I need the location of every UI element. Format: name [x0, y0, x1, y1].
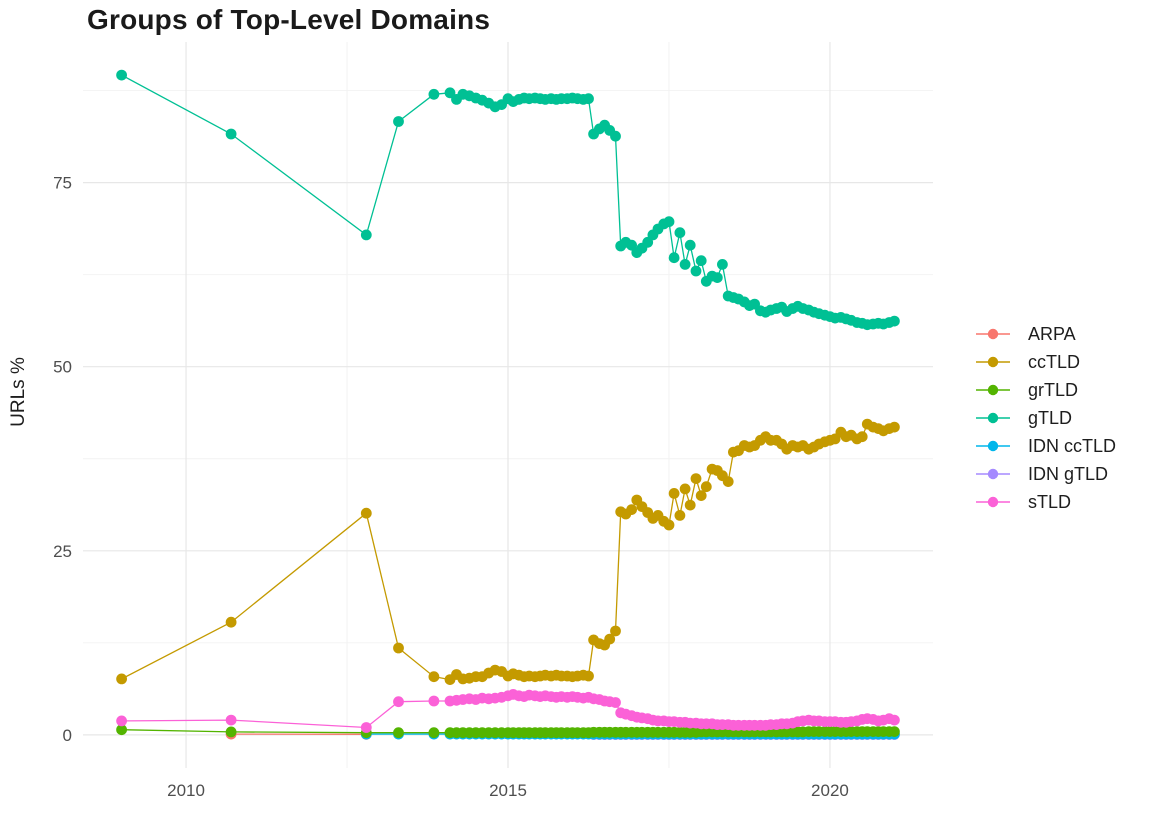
- legend-label-cctld: ccTLD: [1028, 351, 1081, 372]
- legend-label-stld: sTLD: [1028, 491, 1072, 512]
- data-point-stld: [360, 722, 372, 733]
- data-point-stld: [610, 697, 621, 708]
- legend-item-gtld: gTLD: [976, 404, 1116, 432]
- data-point-stld: [225, 714, 237, 726]
- x-tick-label: 2015: [489, 781, 527, 800]
- data-point-cctld: [674, 510, 686, 521]
- data-point-stld: [393, 696, 404, 708]
- legend-key-cctld: [976, 356, 1010, 368]
- data-point-gtld: [225, 128, 237, 140]
- legend-key-gtld: [976, 412, 1010, 424]
- legend-key-idn-gtld: [976, 468, 1010, 480]
- data-point-cctld: [856, 431, 868, 443]
- data-point-gtld: [695, 255, 707, 267]
- data-point-grtld: [393, 727, 404, 739]
- data-point-grtld: [889, 726, 900, 737]
- data-point-gtld: [583, 93, 594, 105]
- x-tick-label: 2020: [811, 781, 849, 800]
- data-point-grtld: [116, 724, 127, 736]
- data-point-cctld: [663, 519, 675, 531]
- data-point-gtld: [360, 229, 372, 241]
- data-point-cctld: [604, 633, 616, 645]
- y-tick-label: 50: [53, 358, 72, 377]
- data-point-cctld: [610, 625, 621, 637]
- legend-label-idn-gtld: IDN gTLD: [1028, 463, 1109, 484]
- data-point-gtld: [690, 265, 702, 277]
- legend-item-stld: sTLD: [976, 488, 1116, 516]
- data-point-cctld: [695, 490, 707, 501]
- data-point-gtld: [711, 272, 723, 283]
- legend-key-grtld: [976, 384, 1010, 396]
- data-point-gtld: [663, 216, 675, 228]
- legend: ARPA ccTLD grTLD gTLD IDN ccTLD IDN gTLD sTLD: [976, 320, 1116, 516]
- chart-title: Groups of Top-Level Domains: [87, 4, 491, 35]
- data-point-gtld: [717, 259, 728, 270]
- data-point-cctld: [626, 504, 637, 515]
- legend-label-idn-cctld: IDN ccTLD: [1028, 435, 1117, 456]
- legend-key-stld: [976, 496, 1010, 508]
- data-point-cctld: [116, 673, 127, 685]
- data-point-cctld: [722, 476, 734, 487]
- x-tick-label: 2010: [167, 781, 205, 800]
- legend-label-gtld: gTLD: [1028, 407, 1073, 428]
- y-tick-label: 0: [63, 726, 72, 745]
- data-point-stld: [889, 714, 900, 726]
- data-point-gtld: [116, 69, 127, 81]
- data-point-gtld: [684, 239, 696, 251]
- data-point-gtld: [679, 259, 691, 270]
- data-point-cctld: [679, 483, 691, 495]
- legend-item-arpa: ARPA: [976, 320, 1116, 348]
- data-point-cctld: [700, 481, 712, 493]
- legend-key-idn-cctld: [976, 440, 1010, 452]
- data-point-cctld: [684, 499, 696, 511]
- data-point-cctld: [428, 671, 440, 683]
- data-point-gtld: [674, 227, 686, 239]
- legend-key-arpa: [976, 328, 1010, 340]
- data-point-stld: [116, 715, 127, 727]
- data-point-cctld: [360, 507, 372, 519]
- legend-item-grtld: grTLD: [976, 376, 1116, 404]
- data-point-gtld: [610, 130, 621, 142]
- data-point-gtld: [444, 87, 456, 99]
- data-point-cctld: [889, 421, 900, 433]
- data-point-stld: [428, 695, 440, 707]
- data-point-cctld: [393, 642, 404, 654]
- data-point-grtld: [225, 726, 237, 738]
- data-point-grtld: [428, 727, 440, 739]
- data-point-gtld: [428, 88, 440, 100]
- legend-item-cctld: ccTLD: [976, 348, 1116, 376]
- legend-item-idn-cctld: IDN ccTLD: [976, 432, 1116, 460]
- legend-label-grtld: grTLD: [1028, 379, 1079, 400]
- data-point-cctld: [583, 670, 594, 682]
- legend-label-arpa: ARPA: [1028, 323, 1076, 344]
- data-point-gtld: [668, 252, 680, 264]
- y-tick-label: 25: [53, 542, 72, 561]
- data-point-gtld: [393, 116, 404, 127]
- y-tick-label: 75: [53, 174, 72, 193]
- data-point-cctld: [668, 488, 680, 499]
- data-point-cctld: [225, 616, 237, 628]
- legend-item-idn-gtld: IDN gTLD: [976, 460, 1116, 488]
- data-point-gtld: [889, 315, 900, 327]
- data-point-cctld: [690, 473, 702, 484]
